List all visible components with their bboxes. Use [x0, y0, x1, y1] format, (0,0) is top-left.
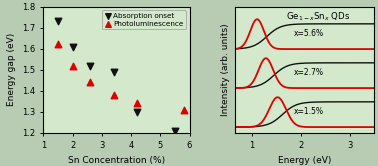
Photoluminescence	[134, 102, 140, 105]
X-axis label: Sn Concentration (%): Sn Concentration (%)	[68, 156, 165, 165]
Photoluminescence	[87, 81, 93, 84]
Photoluminescence	[70, 64, 76, 67]
Absorption onset	[55, 20, 61, 23]
Text: x=1.5%: x=1.5%	[294, 107, 324, 116]
Y-axis label: Energy gap (eV): Energy gap (eV)	[7, 33, 16, 106]
Photoluminescence	[55, 43, 61, 46]
Absorption onset	[172, 129, 178, 132]
Photoluminescence	[181, 108, 187, 111]
Absorption onset	[110, 71, 116, 73]
Absorption onset	[134, 110, 140, 113]
Text: x=5.6%: x=5.6%	[294, 29, 324, 38]
Legend: Absorption onset, Photoluminescence: Absorption onset, Photoluminescence	[102, 10, 186, 29]
Y-axis label: Intensity (arb. units): Intensity (arb. units)	[221, 23, 229, 116]
Text: Ge$_{1-x}$Sn$_x$ QDs: Ge$_{1-x}$Sn$_x$ QDs	[287, 10, 351, 23]
Absorption onset	[70, 45, 76, 48]
Absorption onset	[87, 64, 93, 67]
Text: x=2.7%: x=2.7%	[294, 68, 324, 77]
Photoluminescence	[110, 94, 116, 96]
X-axis label: Energy (eV): Energy (eV)	[278, 156, 332, 165]
